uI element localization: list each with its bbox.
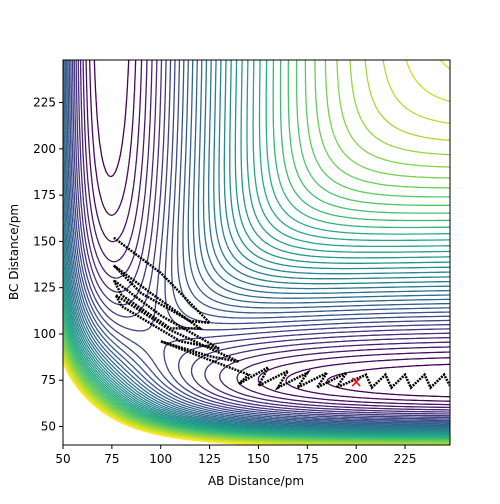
contour-line xyxy=(65,60,450,424)
trajectory xyxy=(112,236,450,391)
y-tick-label: 200 xyxy=(33,142,56,156)
contour-line xyxy=(70,60,450,420)
y-tick-label: 225 xyxy=(33,96,56,110)
contour-line xyxy=(63,60,450,436)
contour-line xyxy=(68,60,450,422)
contour-line xyxy=(63,60,450,444)
y-tick-label: 100 xyxy=(33,327,56,341)
contour-line xyxy=(77,60,450,413)
contour-line xyxy=(63,60,450,435)
contour-line xyxy=(63,60,450,438)
contour-line xyxy=(89,60,450,402)
contour-line xyxy=(63,60,450,440)
contour-line xyxy=(63,60,450,432)
contour-line xyxy=(75,60,450,415)
contour-line xyxy=(63,60,450,429)
contour-line xyxy=(63,60,450,441)
y-tick-label: 75 xyxy=(41,373,56,387)
y-tick-label: 50 xyxy=(41,419,56,433)
y-tick-label: 125 xyxy=(33,281,56,295)
x-tick-label: 50 xyxy=(55,452,70,466)
contour-line xyxy=(63,60,450,430)
y-tick-label: 150 xyxy=(33,234,56,248)
contour-line xyxy=(73,60,450,417)
contour-line xyxy=(64,60,450,425)
contour-line xyxy=(63,60,450,439)
y-axis-label: BC Distance/pm xyxy=(7,204,21,300)
contour-line xyxy=(63,60,450,428)
x-tick-label: 175 xyxy=(296,452,319,466)
contour-line xyxy=(71,60,450,419)
contour-line xyxy=(85,60,450,406)
contour-line xyxy=(82,60,450,409)
x-tick-label: 125 xyxy=(198,452,221,466)
contour-line xyxy=(63,362,267,445)
x-axis-label: AB Distance/pm xyxy=(208,474,304,488)
start-marker xyxy=(351,377,361,387)
x-tick-label: 200 xyxy=(345,452,368,466)
y-tick-label: 175 xyxy=(33,188,56,202)
axes-frame xyxy=(62,59,451,446)
contour-line xyxy=(63,60,450,441)
x-tick-label: 150 xyxy=(247,452,270,466)
x-tick-label: 75 xyxy=(104,452,119,466)
contour-line xyxy=(63,60,450,427)
x-tick-label: 100 xyxy=(149,452,172,466)
contour-line xyxy=(79,60,450,411)
contour-line xyxy=(63,60,450,437)
x-tick-label: 225 xyxy=(394,452,417,466)
contour-line xyxy=(63,60,450,431)
plot-area xyxy=(63,60,450,445)
contour-line xyxy=(63,60,450,435)
contour-line xyxy=(63,60,450,438)
contour-line xyxy=(67,60,450,423)
contour-line xyxy=(93,60,450,398)
